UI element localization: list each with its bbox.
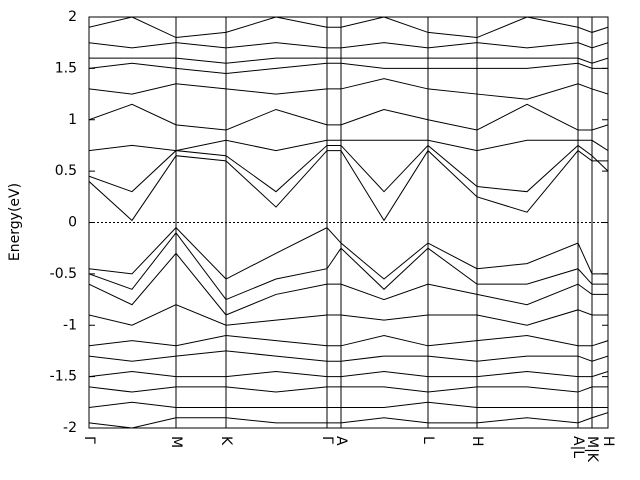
x-tick-label: A|L: [570, 436, 586, 458]
y-tick-label: 0.5: [55, 163, 77, 179]
x-tick-label: L: [420, 436, 436, 444]
y-tick-label: -2: [63, 420, 77, 436]
x-tick-label: Γ: [81, 436, 97, 444]
band-line: [89, 17, 608, 39]
band-line: [89, 62, 608, 75]
band-line: [89, 401, 608, 408]
y-tick-label: 2: [68, 9, 77, 25]
x-tick-label: H: [469, 436, 485, 447]
x-tick-label: M|K: [584, 436, 600, 463]
band-line: [89, 350, 608, 362]
band-line: [89, 386, 608, 393]
band-line: [89, 412, 608, 428]
x-tick-label: M: [168, 436, 184, 448]
y-tick-label: -1: [63, 317, 77, 333]
band-line: [89, 226, 608, 280]
band-line: [89, 149, 608, 222]
band-line: [89, 144, 608, 193]
band-line: [89, 42, 608, 49]
band-line: [89, 370, 608, 378]
bands: [89, 17, 608, 428]
band-line: [89, 304, 608, 326]
x-tick-label: K: [218, 436, 234, 446]
x-tick-label: A: [333, 436, 349, 446]
y-tick-label: 0: [68, 215, 77, 231]
y-tick-label: -0.5: [50, 266, 77, 282]
band-line: [89, 139, 608, 152]
y-tick-label: -1.5: [50, 369, 77, 385]
x-tick-label: H: [600, 436, 616, 447]
band-line: [89, 335, 608, 347]
y-axis-label: Energy(eV): [7, 183, 23, 261]
band-line: [89, 231, 608, 301]
y-tick-label: 1: [68, 112, 77, 128]
band-line: [89, 78, 608, 100]
band-line: [89, 57, 608, 64]
band-line: [89, 103, 608, 131]
x-tick-label: Γ: [319, 436, 335, 444]
y-tick-label: 1.5: [55, 60, 77, 76]
band-line: [89, 252, 608, 316]
